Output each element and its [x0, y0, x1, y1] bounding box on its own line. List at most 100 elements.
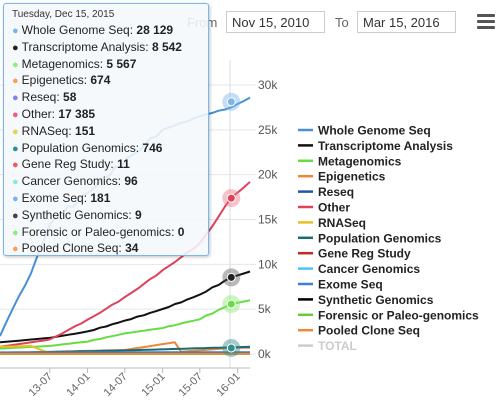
x-tick-label: 13-07 [26, 371, 54, 399]
series-dot-icon: ● [12, 58, 19, 71]
hover-marker [226, 97, 236, 107]
series-dot-icon: ● [12, 209, 19, 222]
menu-bar-icon [477, 26, 495, 29]
legend-label: Metagenomics [318, 154, 402, 168]
legend-item[interactable]: Cancer Genomics [298, 262, 420, 276]
legend-label: Synthetic Genomics [318, 293, 434, 307]
tooltip-series-name: Transcriptome Analysis [21, 39, 146, 54]
tooltip-row: ● Synthetic Genomics: 9 [12, 207, 142, 222]
legend-item[interactable]: Population Genomics [298, 231, 442, 245]
tooltip-row: ● Metagenomics: 5 567 [12, 56, 137, 71]
legend-item[interactable]: TOTAL [298, 339, 357, 353]
chart-menu-button[interactable] [477, 14, 495, 30]
tooltip-series-value: 8 542 [151, 39, 182, 54]
legend-item[interactable]: RNASeq [298, 216, 366, 230]
tooltip-rows: ● Whole Genome Seq: 28 129 ● Transcriptome … [12, 22, 200, 257]
tooltip-series-value: 9 [135, 207, 142, 222]
tooltip-series-name: Gene Reg Study [21, 157, 111, 172]
legend-label: Reseq [318, 185, 354, 199]
tooltip-row: ● Reseq: 58 [12, 90, 77, 105]
tooltip-series-name: Pooled Clone Seq [21, 241, 119, 256]
tooltip-row: ● Transcriptome Analysis: 8 542 [12, 39, 182, 54]
series-dot-icon: ● [12, 25, 19, 37]
tooltip-series-name: Other [21, 106, 52, 121]
tooltip-series-name: RNASeq [21, 123, 69, 138]
tooltip-series-value: 28 129 [136, 23, 174, 37]
legend-item[interactable]: Pooled Clone Seq [298, 324, 420, 338]
legend-item[interactable]: Synthetic Genomics [298, 293, 434, 307]
series-line[interactable] [0, 270, 251, 344]
y-tick-label: 0k [258, 347, 272, 361]
y-tick-label: 10k [258, 257, 278, 271]
series-dot-icon: ● [12, 142, 19, 155]
legend-item[interactable]: Other [298, 201, 350, 215]
tooltip-series-name: Epigenetics [21, 73, 84, 88]
x-tick-label: 16-01 [214, 371, 242, 399]
series-dot-icon: ● [12, 75, 19, 88]
tooltip-series-value: 746 [142, 140, 163, 155]
tooltip-series-value: 0 [177, 224, 185, 239]
series-dot-icon: ● [12, 243, 19, 256]
tooltip-series-name: Forensic or Paleo-genomics [21, 224, 172, 239]
x-tick-label: 15-07 [177, 371, 205, 399]
tooltip-series-name: Population Genomics [21, 140, 136, 155]
legend-label: TOTAL [318, 339, 357, 353]
legend-item[interactable]: Exome Seq [298, 278, 383, 292]
tooltip-row: ● Exome Seq: 181 [12, 190, 111, 205]
tooltip-row: ● Other: 17 385 [12, 106, 96, 121]
tooltip-series-value: 181 [90, 190, 111, 205]
series-dot-icon: ● [12, 192, 19, 205]
legend-item[interactable]: Forensic or Paleo-genomics [298, 308, 479, 322]
legend-label: Epigenetics [318, 170, 386, 184]
range-to-label: To [335, 15, 349, 30]
tooltip-date: Tuesday, Dec 15, 2015 [12, 9, 115, 20]
menu-bar-icon [477, 14, 495, 17]
legend-item[interactable]: Transcriptome Analysis [298, 139, 453, 153]
hover-marker [226, 272, 236, 282]
series-dot-icon: ● [12, 41, 19, 54]
range-to-input[interactable]: Mar 15, 2016 [357, 11, 456, 33]
tooltip-series-name: Whole Genome Seq [21, 23, 130, 37]
tooltip-row: ● Whole Genome Seq: 28 129 [12, 23, 174, 37]
y-tick-label: 5k [258, 302, 272, 316]
legend-label: Transcriptome Analysis [318, 139, 453, 153]
x-tick-label: 14-01 [64, 371, 92, 399]
hover-marker [226, 193, 236, 203]
tooltip-series-name: Reseq [21, 90, 57, 105]
tooltip-row: ● Epigenetics: 674 [12, 73, 111, 88]
series-line[interactable] [0, 299, 251, 350]
tooltip-row: ● Cancer Genomics: 96 [12, 174, 138, 189]
tooltip-series-value: 674 [90, 73, 111, 88]
x-tick-label: 15-01 [139, 371, 167, 399]
tooltip-row: ● Pooled Clone Seq: 34 [12, 241, 139, 256]
hover-marker [226, 299, 236, 309]
legend-item[interactable]: Gene Reg Study [298, 247, 411, 261]
x-tick-label: 14-07 [102, 371, 130, 399]
legend-label: RNASeq [318, 216, 366, 230]
tooltip-series-value: 96 [124, 174, 138, 189]
menu-bar-icon [477, 20, 495, 23]
legend-item[interactable]: Metagenomics [298, 154, 402, 168]
tooltip-series-value: 151 [75, 123, 96, 138]
legend-item[interactable]: Epigenetics [298, 170, 386, 184]
series-dot-icon: ● [12, 226, 19, 239]
y-axis: 0k 5k 10k 15k 20k 25k 30k [258, 78, 278, 361]
legend-label: Whole Genome Seq [318, 124, 431, 138]
legend-label: Cancer Genomics [318, 262, 420, 276]
y-tick-label: 20k [258, 168, 278, 182]
tooltip-row: ● Population Genomics: 746 [12, 140, 163, 155]
legend-item[interactable]: Whole Genome Seq [298, 124, 431, 138]
series-dot-icon: ● [12, 92, 19, 105]
tooltip-series-name: Cancer Genomics [21, 174, 118, 189]
tooltip-row: ● Gene Reg Study: 11 [12, 157, 130, 172]
y-tick-label: 30k [258, 78, 278, 92]
tooltip-row: ● Forensic or Paleo-genomics: 0 [12, 224, 185, 239]
legend-item[interactable]: Reseq [298, 185, 354, 199]
legend-label: Population Genomics [318, 231, 442, 245]
series-dot-icon: ● [12, 159, 19, 172]
tooltip-series-value: 58 [63, 90, 77, 105]
range-from-input[interactable]: Nov 15, 2010 [226, 11, 325, 33]
tooltip: Tuesday, Dec 15, 2015 ● Whole Genome Seq:… [3, 3, 209, 256]
series-dot-icon: ● [12, 125, 19, 138]
